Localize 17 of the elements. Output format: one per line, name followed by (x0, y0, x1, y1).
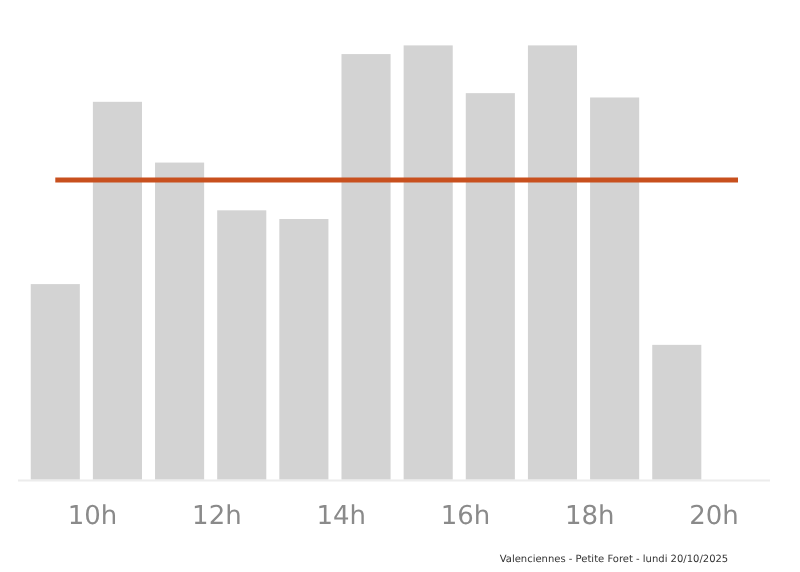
x-tick-label: 18h (564, 502, 615, 532)
x-tick-label: 10h (67, 502, 118, 532)
bar (30, 284, 80, 480)
bar (652, 344, 702, 480)
bar (155, 162, 205, 480)
bar (590, 97, 640, 480)
x-tick-label: 20h (689, 502, 739, 532)
bar (279, 219, 329, 480)
bar (465, 93, 515, 480)
x-tick-label: 12h (192, 502, 242, 532)
x-tick-label: 16h (440, 502, 491, 532)
bar (217, 210, 267, 480)
x-tick-label: 14h (316, 502, 366, 532)
bar (92, 101, 142, 480)
bar (341, 54, 391, 480)
bar (527, 45, 578, 480)
bar (403, 45, 453, 480)
